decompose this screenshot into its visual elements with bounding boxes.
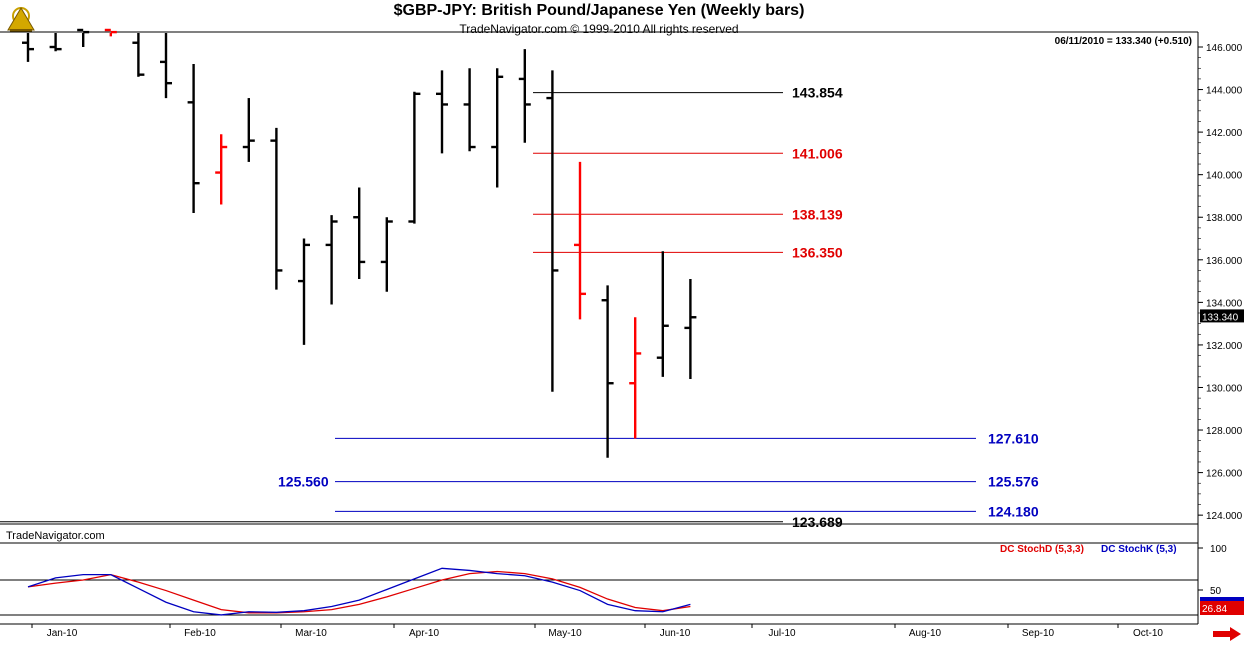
last-price-info: 06/11/2010 = 133.340 (+0.510) bbox=[1054, 36, 1192, 47]
x-tick-label: Aug-10 bbox=[909, 628, 942, 639]
level-label: 141.006 bbox=[792, 145, 843, 161]
y-tick-label: 128.000 bbox=[1206, 426, 1243, 437]
last-price-tag bbox=[1200, 309, 1244, 323]
stoch-last-tag bbox=[1200, 600, 1244, 615]
x-tick-label: Jun-10 bbox=[660, 628, 691, 639]
y-tick-label: 146.000 bbox=[1206, 43, 1243, 54]
level-label: 143.854 bbox=[792, 85, 843, 101]
stoch-series-line bbox=[27, 570, 691, 614]
y-tick-label: 138.000 bbox=[1206, 213, 1243, 224]
level-label: 138.139 bbox=[792, 206, 843, 222]
y-tick-label: 132.000 bbox=[1206, 341, 1243, 352]
y-tick-label: 140.000 bbox=[1206, 171, 1243, 182]
stoch-last-tag-label: 26.84 bbox=[1202, 604, 1227, 615]
chart-title: $GBP-JPY: British Pound/Japanese Yen (We… bbox=[393, 2, 805, 19]
y-tick-label: 124.000 bbox=[1206, 511, 1243, 522]
x-tick-label: Feb-10 bbox=[184, 628, 216, 639]
level-label: 123.689 bbox=[792, 514, 843, 530]
scroll-right-arrow-icon[interactable] bbox=[1212, 627, 1242, 646]
x-tick-label: Oct-10 bbox=[1133, 628, 1163, 639]
level-label: 124.180 bbox=[988, 503, 1039, 519]
y-tick-label: 136.000 bbox=[1206, 256, 1243, 267]
tradenavigator-logo-icon bbox=[4, 2, 38, 39]
x-tick-label: Jul-10 bbox=[768, 628, 796, 639]
level-label: 136.350 bbox=[792, 244, 843, 260]
y-tick-label: 134.000 bbox=[1206, 298, 1243, 309]
y-tick-label: 130.000 bbox=[1206, 383, 1243, 394]
stoch-d-legend: DC StochD (5,3,3) bbox=[1000, 544, 1084, 555]
y-tick-label: 126.000 bbox=[1206, 469, 1243, 480]
level-label: 125.576 bbox=[988, 474, 1039, 490]
x-tick-label: Apr-10 bbox=[409, 628, 439, 639]
level-left-label: 125.560 bbox=[278, 474, 329, 490]
y-tick-label: 144.000 bbox=[1206, 86, 1243, 97]
stoch-k-legend: DC StochK (5,3) bbox=[1101, 544, 1177, 555]
last-price-tag-label: 133.340 bbox=[1202, 312, 1239, 323]
level-label: 127.610 bbox=[988, 430, 1039, 446]
stoch-k-tag bbox=[1200, 597, 1244, 601]
stoch-y-tick-label: 50 bbox=[1210, 586, 1222, 597]
y-tick-label: 142.000 bbox=[1206, 128, 1243, 139]
brand-label: TradeNavigator.com bbox=[6, 530, 105, 542]
stoch-series-line bbox=[27, 567, 691, 616]
x-tick-label: Mar-10 bbox=[295, 628, 327, 639]
x-tick-label: Sep-10 bbox=[1022, 628, 1055, 639]
x-tick-label: Jan-10 bbox=[47, 628, 78, 639]
stoch-y-tick-label: 100 bbox=[1210, 544, 1227, 555]
x-tick-label: May-10 bbox=[548, 628, 582, 639]
